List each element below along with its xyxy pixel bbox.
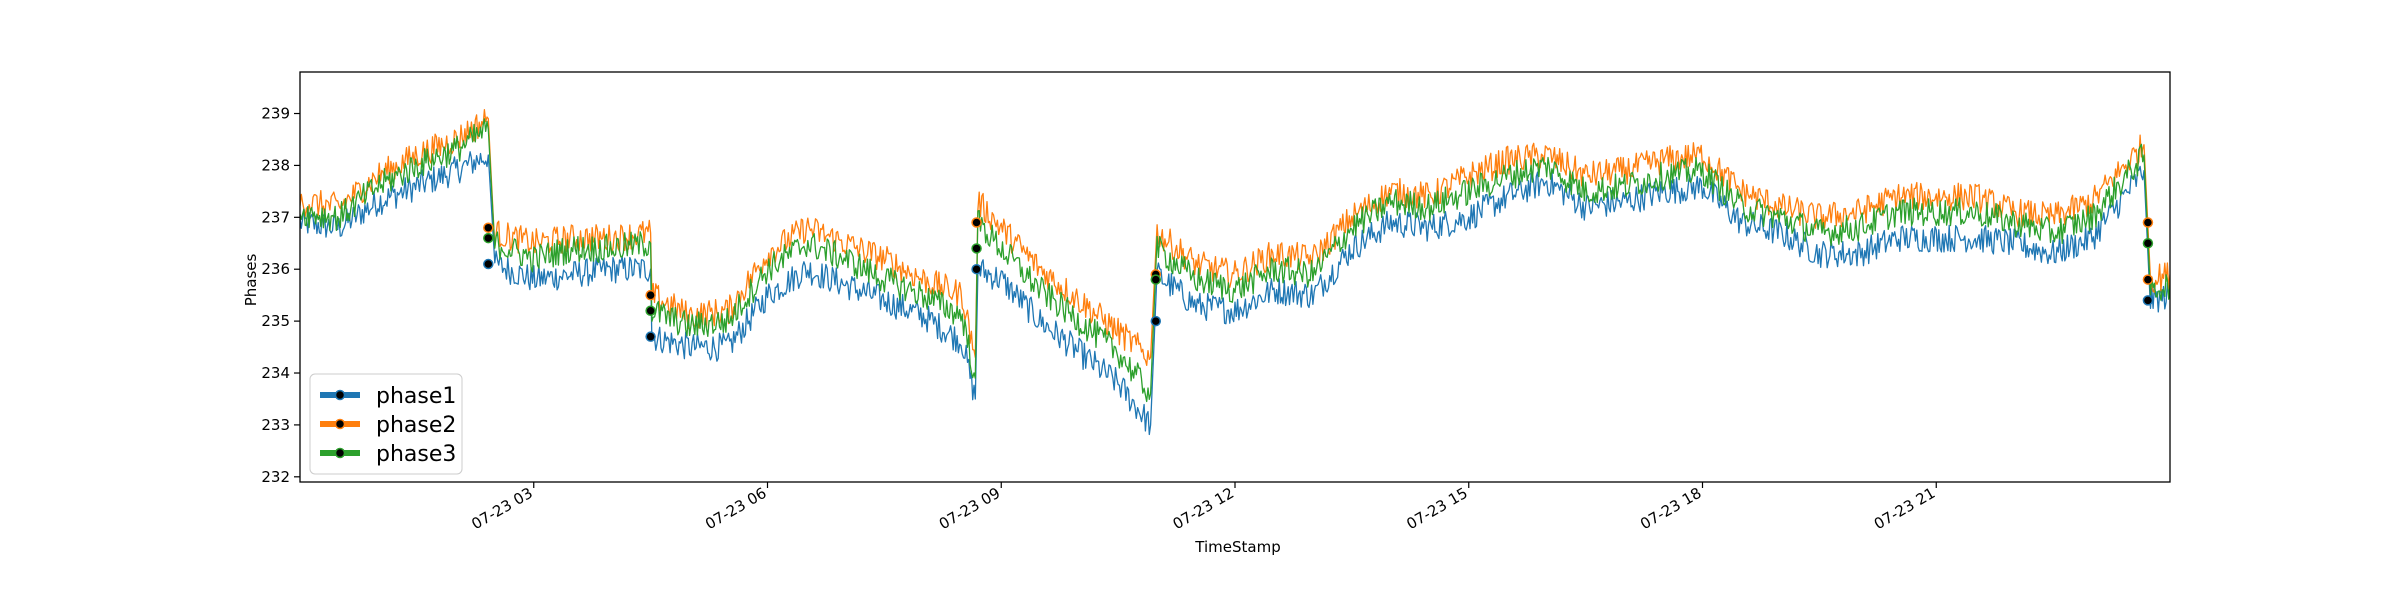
y-tick-label-237: 237 — [261, 208, 290, 226]
legend-label-phase3: phase3 — [376, 442, 456, 467]
y-tick-label-238: 238 — [261, 156, 290, 174]
marker-phase1-9 — [1150, 315, 1162, 327]
legend-label-phase2: phase2 — [376, 413, 456, 438]
legend-marker-phase1 — [334, 389, 346, 401]
x-axis-label: TimeStamp — [1194, 538, 1280, 556]
y-axis-label: Phases — [242, 254, 260, 307]
legend: phase1 phase2 phase3 — [309, 373, 463, 475]
marker-phase3-11 — [1150, 274, 1162, 285]
y-tick-label-236: 236 — [261, 260, 290, 278]
marker-phase2-15 — [2142, 274, 2154, 285]
marker-phase3-8 — [971, 243, 982, 254]
marker-phase1-0 — [483, 258, 494, 270]
y-tick-label-234: 234 — [261, 364, 290, 382]
legend-marker-phase3 — [334, 447, 346, 459]
marker-phase3-14 — [2142, 238, 2154, 249]
legend-box — [309, 373, 463, 475]
marker-phase1-12 — [2142, 295, 2154, 306]
y-axis: 232 233 234 235 236 237 238 239 — [261, 105, 300, 486]
legend-marker-phase2 — [334, 418, 346, 430]
marker-phase2-1 — [483, 222, 494, 233]
legend-label-phase1: phase1 — [376, 384, 456, 409]
marker-phase2-7 — [971, 217, 982, 228]
marker-phase2-13 — [2142, 217, 2154, 228]
y-tick-label-232: 232 — [261, 468, 290, 486]
series-line-phase3 — [300, 118, 2170, 403]
marker-phase1-3 — [645, 331, 656, 342]
y-tick-label-235: 235 — [261, 312, 290, 330]
marker-phase1-6 — [971, 263, 982, 275]
marker-phase3-2 — [483, 232, 494, 244]
y-tick-label-233: 233 — [261, 416, 290, 434]
y-tick-label-239: 239 — [261, 105, 290, 123]
series-line-phase2 — [300, 109, 2170, 367]
marker-phase3-5 — [645, 305, 656, 316]
series-line-phase1 — [300, 151, 2170, 436]
plot-area — [299, 71, 2171, 483]
marker-phase2-4 — [645, 289, 656, 301]
